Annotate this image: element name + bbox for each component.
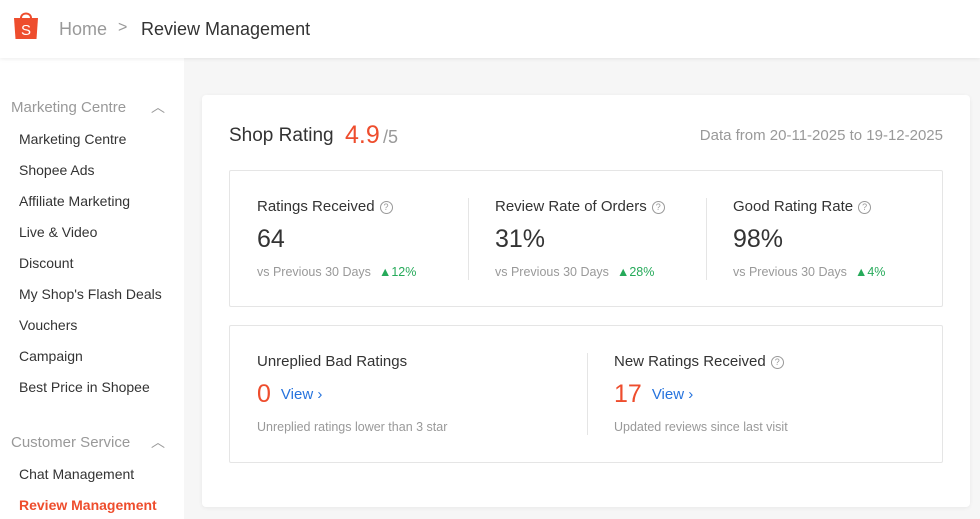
label-text: Good Rating Rate [733, 198, 854, 215]
label-text: New Ratings Received [614, 353, 766, 370]
sidebar-item-flash-deals[interactable]: My Shop's Flash Deals [19, 286, 162, 302]
trend-up-icon: ▲ [378, 265, 392, 279]
pending-desc: Unreplied ratings lower than 3 star [257, 420, 448, 434]
chevron-right-icon: › [688, 386, 694, 403]
metric-label: Ratings Received? [257, 198, 393, 215]
sidebar-item-marketing-centre[interactable]: Marketing Centre [19, 131, 127, 147]
divider [706, 198, 707, 280]
change-value: 4% [867, 265, 886, 279]
section-title: Marketing Centre [11, 99, 127, 116]
trend-up-icon: ▲ [616, 265, 630, 279]
metric-label: Review Rate of Orders? [495, 198, 665, 215]
shop-rating-value: 4.9 [345, 121, 380, 149]
metric-compare: vs Previous 30 Days ▲12% [257, 265, 416, 279]
pending-value: 0 [257, 380, 271, 408]
top-header: S Home > Review Management [0, 0, 980, 58]
help-icon[interactable]: ? [379, 201, 393, 214]
help-icon[interactable]: ? [770, 356, 784, 369]
help-icon[interactable]: ? [858, 201, 872, 214]
chevron-up-icon[interactable]: ︿ [151, 434, 165, 450]
sidebar: Marketing Centre ︿ Marketing Centre Shope… [0, 58, 184, 519]
metrics-box: Ratings Received? 64 vs Previous 30 Days… [229, 170, 943, 307]
trend-up-icon: ▲ [854, 265, 868, 279]
metric-value: 64 [257, 225, 285, 253]
compare-text: vs Previous 30 Days [733, 265, 847, 279]
metric-value: 31% [495, 225, 546, 253]
change-value: 28% [629, 265, 655, 279]
sidebar-item-affiliate-marketing[interactable]: Affiliate Marketing [19, 193, 131, 209]
view-text: View [651, 386, 685, 403]
pending-value-row: 17 View › [614, 380, 693, 409]
sidebar-section-customer-service[interactable]: Customer Service ︿ [11, 434, 165, 451]
pending-label: New Ratings Received? [614, 353, 784, 370]
label-text: Review Rate of Orders [495, 198, 647, 215]
view-link[interactable]: View › [281, 386, 322, 403]
breadcrumb-separator-icon: > [118, 19, 128, 36]
sidebar-item-shopee-ads[interactable]: Shopee Ads [19, 162, 95, 178]
metric-compare: vs Previous 30 Days ▲4% [733, 265, 885, 279]
compare-text: vs Previous 30 Days [495, 265, 609, 279]
data-range: Data from 20-11-2025 to 19-12-2025 [699, 127, 943, 144]
section-title: Customer Service [11, 434, 131, 451]
sidebar-section-marketing[interactable]: Marketing Centre ︿ [11, 99, 165, 116]
divider [468, 198, 469, 280]
view-text: View [280, 386, 314, 403]
pending-value-row: 0 View › [257, 380, 322, 409]
breadcrumb-current: Review Management [141, 19, 311, 39]
pending-value: 17 [614, 380, 642, 408]
pending-label: Unreplied Bad Ratings [257, 353, 408, 370]
svg-text:S: S [21, 22, 31, 39]
label-text: Ratings Received [257, 198, 375, 215]
shopee-logo-icon[interactable]: S [12, 9, 40, 41]
shop-rating-card: Shop Rating 4.9 /5 Data from 20-11-2025 … [202, 95, 970, 507]
metric-label: Good Rating Rate? [733, 198, 872, 215]
pending-desc: Updated reviews since last visit [614, 420, 788, 434]
sidebar-item-review-management[interactable]: Review Management [19, 497, 157, 513]
sidebar-item-live-video[interactable]: Live & Video [19, 224, 98, 240]
breadcrumb-home[interactable]: Home [59, 19, 108, 39]
view-link[interactable]: View › [652, 386, 693, 403]
sidebar-item-vouchers[interactable]: Vouchers [19, 317, 78, 333]
pending-box: Unreplied Bad Ratings 0 View › Unreplied … [229, 325, 943, 463]
sidebar-item-best-price[interactable]: Best Price in Shopee [19, 379, 150, 395]
shop-rating-title: Shop Rating [229, 125, 334, 146]
divider [587, 353, 588, 435]
metric-value: 98% [733, 225, 784, 253]
sidebar-item-discount[interactable]: Discount [19, 255, 74, 271]
sidebar-item-chat-management[interactable]: Chat Management [19, 466, 135, 482]
shop-rating-max: /5 [383, 127, 399, 147]
chevron-up-icon[interactable]: ︿ [151, 99, 165, 115]
help-icon[interactable]: ? [651, 201, 665, 214]
metric-compare: vs Previous 30 Days ▲28% [495, 265, 654, 279]
sidebar-item-campaign[interactable]: Campaign [19, 348, 83, 364]
chevron-right-icon: › [317, 386, 323, 403]
change-value: 12% [391, 265, 417, 279]
compare-text: vs Previous 30 Days [257, 265, 371, 279]
